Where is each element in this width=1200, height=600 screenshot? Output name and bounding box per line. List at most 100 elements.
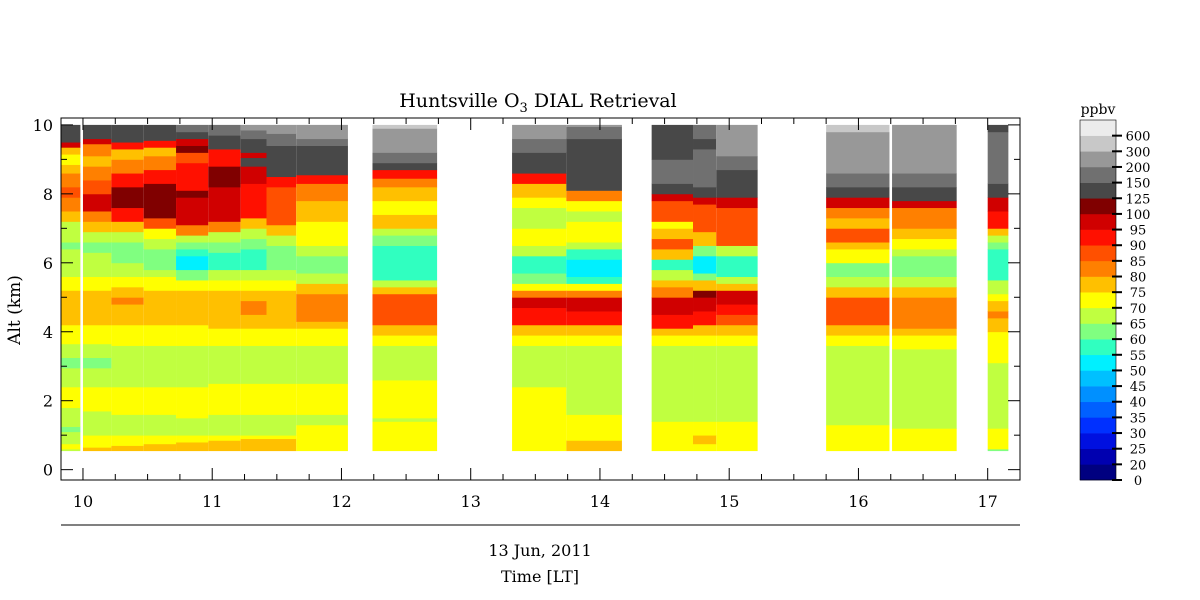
heatmap-cell bbox=[566, 200, 622, 212]
heatmap-cell bbox=[716, 276, 758, 284]
heatmap-cell bbox=[716, 314, 758, 326]
heatmap-cell bbox=[987, 300, 1009, 312]
heatmap-cell bbox=[143, 249, 177, 271]
heatmap-cell bbox=[693, 324, 717, 336]
heatmap-cell bbox=[892, 286, 957, 298]
colorbar-label: 300 bbox=[1126, 145, 1151, 160]
heatmap-cell bbox=[176, 224, 209, 236]
heatmap-cell bbox=[651, 200, 694, 222]
heatmap-cell bbox=[82, 155, 112, 167]
heatmap-cell bbox=[651, 297, 694, 315]
heatmap-cell bbox=[651, 228, 694, 240]
heatmap-cell bbox=[296, 293, 348, 322]
heatmap-cell bbox=[208, 252, 241, 271]
heatmap-cell bbox=[372, 245, 438, 281]
colorbar-label: 20 bbox=[1130, 458, 1147, 473]
colorbar-label: 35 bbox=[1130, 411, 1147, 426]
heatmap-cell bbox=[512, 228, 567, 246]
heatmap-cell bbox=[208, 124, 241, 136]
heatmap-cell bbox=[566, 276, 622, 284]
heatmap-cell bbox=[111, 159, 144, 174]
heatmap-cell bbox=[372, 200, 438, 215]
colorbar-frame bbox=[1079, 119, 1117, 481]
heatmap-cell bbox=[693, 197, 717, 205]
heatmap-cell bbox=[826, 131, 890, 174]
heatmap-cell bbox=[566, 335, 622, 346]
heatmap-cell bbox=[111, 124, 144, 143]
heatmap-cell bbox=[208, 345, 241, 384]
heatmap-cell bbox=[716, 304, 758, 315]
heatmap-cell bbox=[892, 297, 957, 329]
heatmap-cell bbox=[266, 345, 297, 384]
heatmap-cell bbox=[512, 335, 567, 346]
colorbar-label: 95 bbox=[1130, 224, 1147, 239]
heatmap-cell bbox=[693, 435, 717, 445]
heatmap-cell bbox=[143, 276, 177, 291]
heatmap-cell bbox=[693, 421, 717, 436]
heatmap-cell bbox=[892, 328, 957, 336]
heatmap-cell bbox=[266, 269, 297, 281]
heatmap-cell bbox=[693, 124, 717, 140]
heatmap-cell bbox=[61, 343, 81, 359]
heatmap-cell bbox=[61, 431, 81, 445]
heatmap-cell bbox=[266, 235, 297, 246]
heatmap-cell bbox=[372, 228, 438, 236]
colorbar-swatch bbox=[1080, 323, 1116, 340]
heatmap-cell bbox=[111, 186, 144, 209]
heatmap-cell bbox=[266, 133, 297, 146]
heatmap-cell bbox=[693, 245, 717, 257]
heatmap-cell bbox=[111, 242, 144, 264]
heatmap-cell bbox=[143, 435, 177, 445]
heatmap-cell bbox=[892, 249, 957, 257]
heatmap-cell bbox=[240, 166, 267, 184]
heatmap-cell bbox=[296, 174, 348, 184]
heatmap-cell bbox=[651, 221, 694, 229]
colorbar-label: 200 bbox=[1126, 161, 1151, 176]
heatmap-cell bbox=[987, 197, 1009, 212]
heatmap-cell bbox=[82, 138, 112, 145]
heatmap-cell bbox=[82, 367, 112, 388]
heatmap-cell bbox=[208, 135, 241, 150]
heatmap-cell bbox=[987, 448, 1009, 452]
heatmap-cell bbox=[176, 197, 209, 226]
heatmap-cells bbox=[61, 124, 1009, 452]
heatmap-cell bbox=[266, 186, 297, 226]
heatmap-cell bbox=[372, 186, 438, 202]
colorbar-swatch bbox=[1080, 464, 1116, 481]
heatmap-cell bbox=[566, 138, 622, 191]
heatmap-cell bbox=[143, 228, 177, 240]
heatmap-cell bbox=[826, 345, 890, 426]
heatmap-cell bbox=[566, 414, 622, 441]
heatmap-cell bbox=[892, 348, 957, 429]
heatmap-cell bbox=[987, 311, 1009, 319]
heatmap-cell bbox=[651, 269, 694, 281]
heatmap-cell bbox=[566, 290, 622, 298]
colorbar-swatch bbox=[1080, 198, 1116, 215]
heatmap-cell bbox=[111, 324, 144, 346]
heatmap-cell bbox=[693, 345, 717, 422]
colorbar-swatch bbox=[1080, 120, 1116, 136]
heatmap-cell bbox=[987, 428, 1009, 450]
heatmap-cell bbox=[892, 335, 957, 350]
heatmap-cell bbox=[266, 290, 297, 329]
heatmap-cell bbox=[176, 162, 209, 191]
heatmap-cell bbox=[82, 143, 112, 157]
heatmap-cell bbox=[892, 173, 957, 188]
colorbar-label: 50 bbox=[1130, 364, 1147, 379]
heatmap-cell bbox=[143, 386, 177, 415]
heatmap-cell bbox=[892, 124, 957, 174]
heatmap-cell bbox=[143, 290, 177, 326]
heatmap-cell bbox=[372, 286, 438, 295]
heatmap-cell bbox=[111, 386, 144, 415]
heatmap-cell bbox=[372, 380, 438, 419]
x-tick-label: 17 bbox=[978, 492, 998, 511]
heatmap-cell bbox=[240, 300, 267, 315]
colorbar-swatch bbox=[1080, 151, 1116, 168]
heatmap-cell bbox=[266, 328, 297, 346]
heatmap-cell bbox=[240, 280, 267, 291]
heatmap-cell bbox=[826, 286, 890, 298]
heatmap-cell bbox=[61, 386, 81, 408]
heatmap-cell bbox=[176, 235, 209, 243]
heatmap-cell bbox=[111, 173, 144, 188]
heatmap-cell bbox=[512, 386, 567, 452]
